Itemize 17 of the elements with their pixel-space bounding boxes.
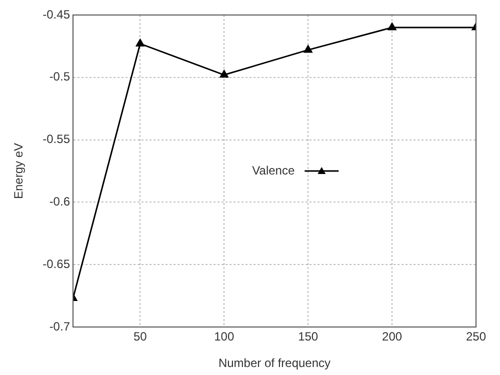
- point: [220, 70, 228, 78]
- point: [304, 45, 312, 53]
- x-tick-label: 50: [133, 330, 148, 344]
- point: [388, 22, 396, 30]
- x-tick-label: 100: [214, 330, 234, 344]
- y-tick-label: -0.6: [49, 194, 70, 209]
- y-tick-label: -0.65: [42, 256, 70, 271]
- x-axis-title: Number of frequency: [218, 356, 331, 370]
- x-tick-label: 250: [466, 330, 486, 344]
- legend-label: Valence: [252, 163, 295, 178]
- x-tick-label: 200: [382, 330, 402, 344]
- y-tick-label: -0.55: [42, 132, 70, 146]
- y-tick-label: -0.5: [49, 70, 70, 84]
- y-tick-label: -0.7: [49, 319, 70, 334]
- y-axis-title: Energy eV: [12, 142, 26, 200]
- y-tick-label: -0.45: [42, 7, 70, 22]
- x-tick-label: 150: [298, 330, 318, 344]
